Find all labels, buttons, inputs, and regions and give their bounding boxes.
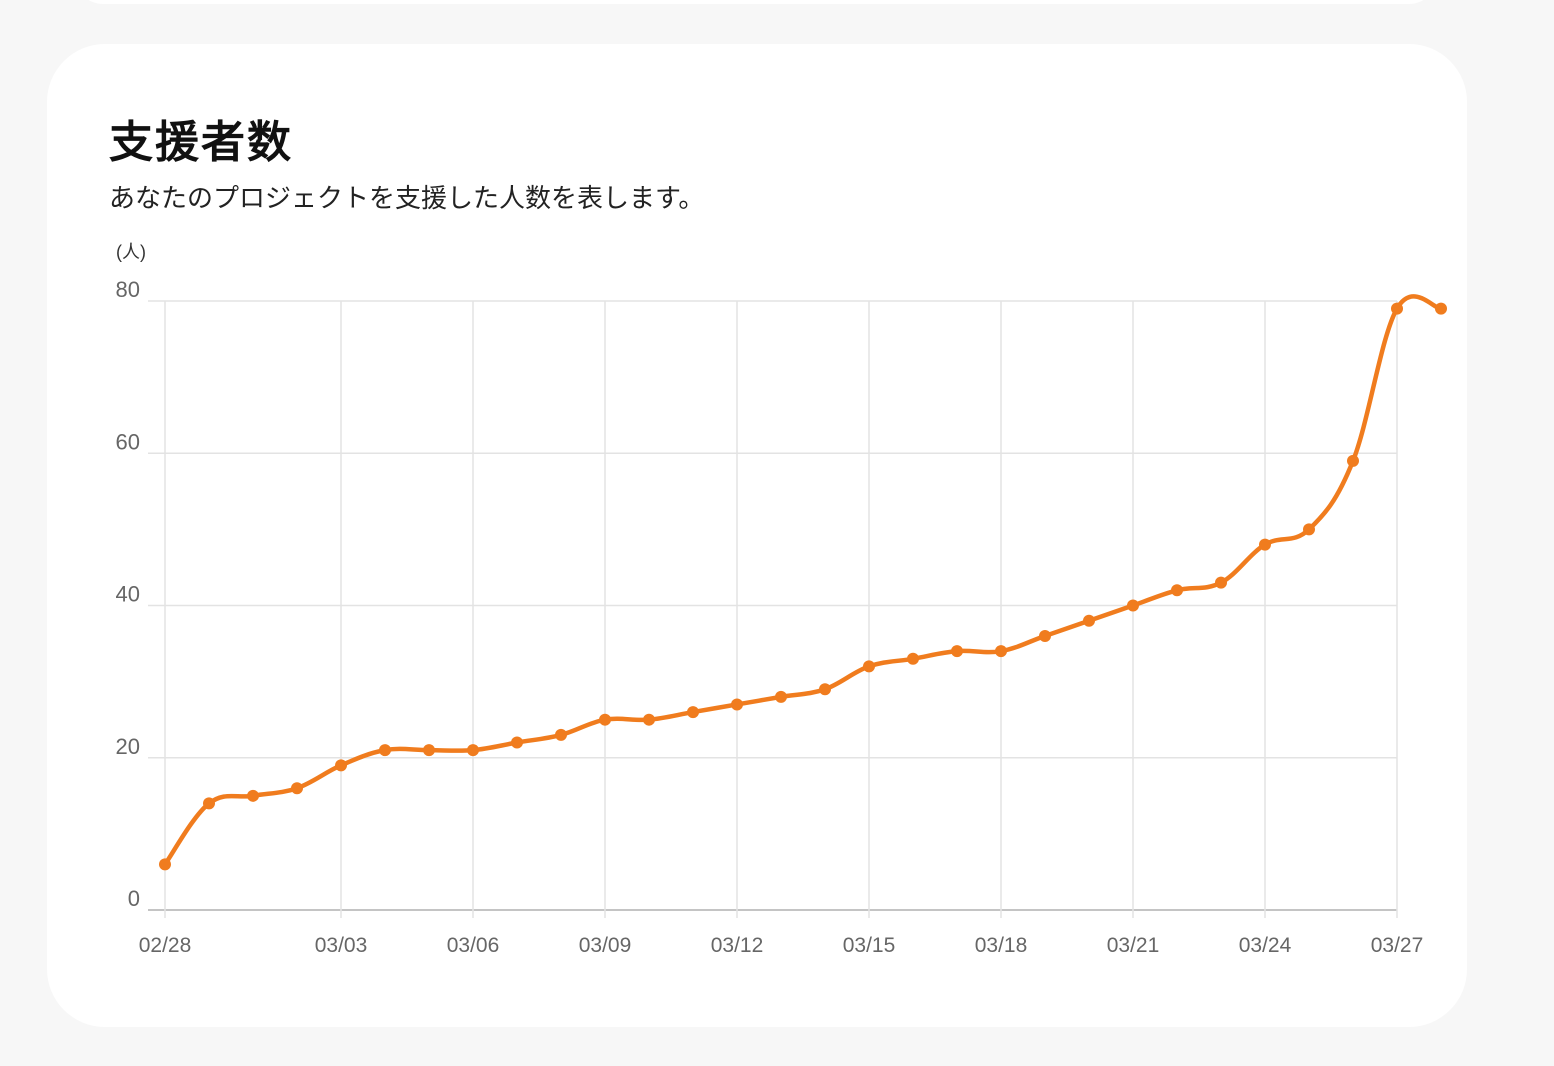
data-point — [555, 728, 567, 741]
x-tick-label: 03/24 — [1239, 934, 1292, 957]
data-point — [907, 652, 919, 665]
data-point — [1347, 454, 1359, 467]
data-point — [291, 782, 303, 795]
x-tick-label: 03/09 — [579, 934, 632, 957]
y-tick-label: 60 — [116, 429, 140, 454]
y-tick-label: 0 — [128, 886, 140, 911]
card-title: 支援者数 — [109, 117, 293, 168]
data-point — [599, 713, 611, 726]
data-point — [1435, 302, 1447, 315]
x-tick-label: 03/27 — [1371, 934, 1424, 957]
data-point — [1039, 629, 1051, 642]
data-point — [1083, 614, 1095, 627]
supporters-card: 支援者数 あなたのプロジェクトを支援した人数を表します。 — [47, 44, 1467, 1027]
x-tick-label: 03/06 — [447, 934, 500, 957]
data-point — [995, 645, 1007, 658]
previous-card — [75, 0, 1437, 4]
x-tick-label: 03/18 — [975, 934, 1028, 957]
y-axis-unit-label: (人) — [116, 242, 146, 262]
x-tick-label: 03/03 — [315, 934, 368, 957]
data-point — [159, 858, 171, 871]
data-point — [511, 736, 523, 749]
data-point — [1391, 302, 1403, 315]
data-point — [1171, 584, 1183, 597]
data-point — [643, 713, 655, 726]
series-line — [162, 294, 1444, 867]
y-tick-label: 80 — [116, 277, 140, 302]
data-point — [1303, 523, 1315, 536]
data-point — [467, 744, 479, 757]
card-description: あなたのプロジェクトを支援した人数を表します。 — [109, 184, 705, 214]
data-point — [335, 759, 347, 772]
x-tick-label: 02/28 — [139, 934, 192, 957]
data-point — [1127, 599, 1139, 612]
data-point — [731, 698, 743, 711]
data-point — [819, 683, 831, 696]
x-tick-label: 03/12 — [711, 934, 764, 957]
data-point — [863, 660, 875, 673]
x-tick-label: 03/15 — [843, 934, 896, 957]
data-point — [775, 690, 787, 703]
data-point — [203, 797, 215, 810]
data-point — [247, 789, 259, 802]
data-point — [687, 706, 699, 719]
data-point — [951, 645, 963, 658]
data-point — [379, 744, 391, 757]
data-point — [1259, 538, 1271, 551]
y-tick-label: 40 — [116, 582, 140, 607]
data-point — [1215, 576, 1227, 589]
data-point — [423, 744, 435, 757]
x-tick-label: 03/21 — [1107, 934, 1160, 957]
y-tick-label: 20 — [116, 734, 140, 759]
